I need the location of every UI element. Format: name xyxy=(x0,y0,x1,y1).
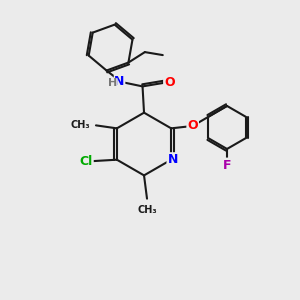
Text: H: H xyxy=(108,78,117,88)
Text: Cl: Cl xyxy=(80,155,93,168)
Text: O: O xyxy=(164,76,175,89)
Text: O: O xyxy=(188,119,198,133)
Text: CH₃: CH₃ xyxy=(71,120,91,130)
Text: F: F xyxy=(223,159,231,172)
Text: CH₃: CH₃ xyxy=(137,205,157,214)
Text: N: N xyxy=(167,153,178,166)
Text: N: N xyxy=(114,75,125,88)
